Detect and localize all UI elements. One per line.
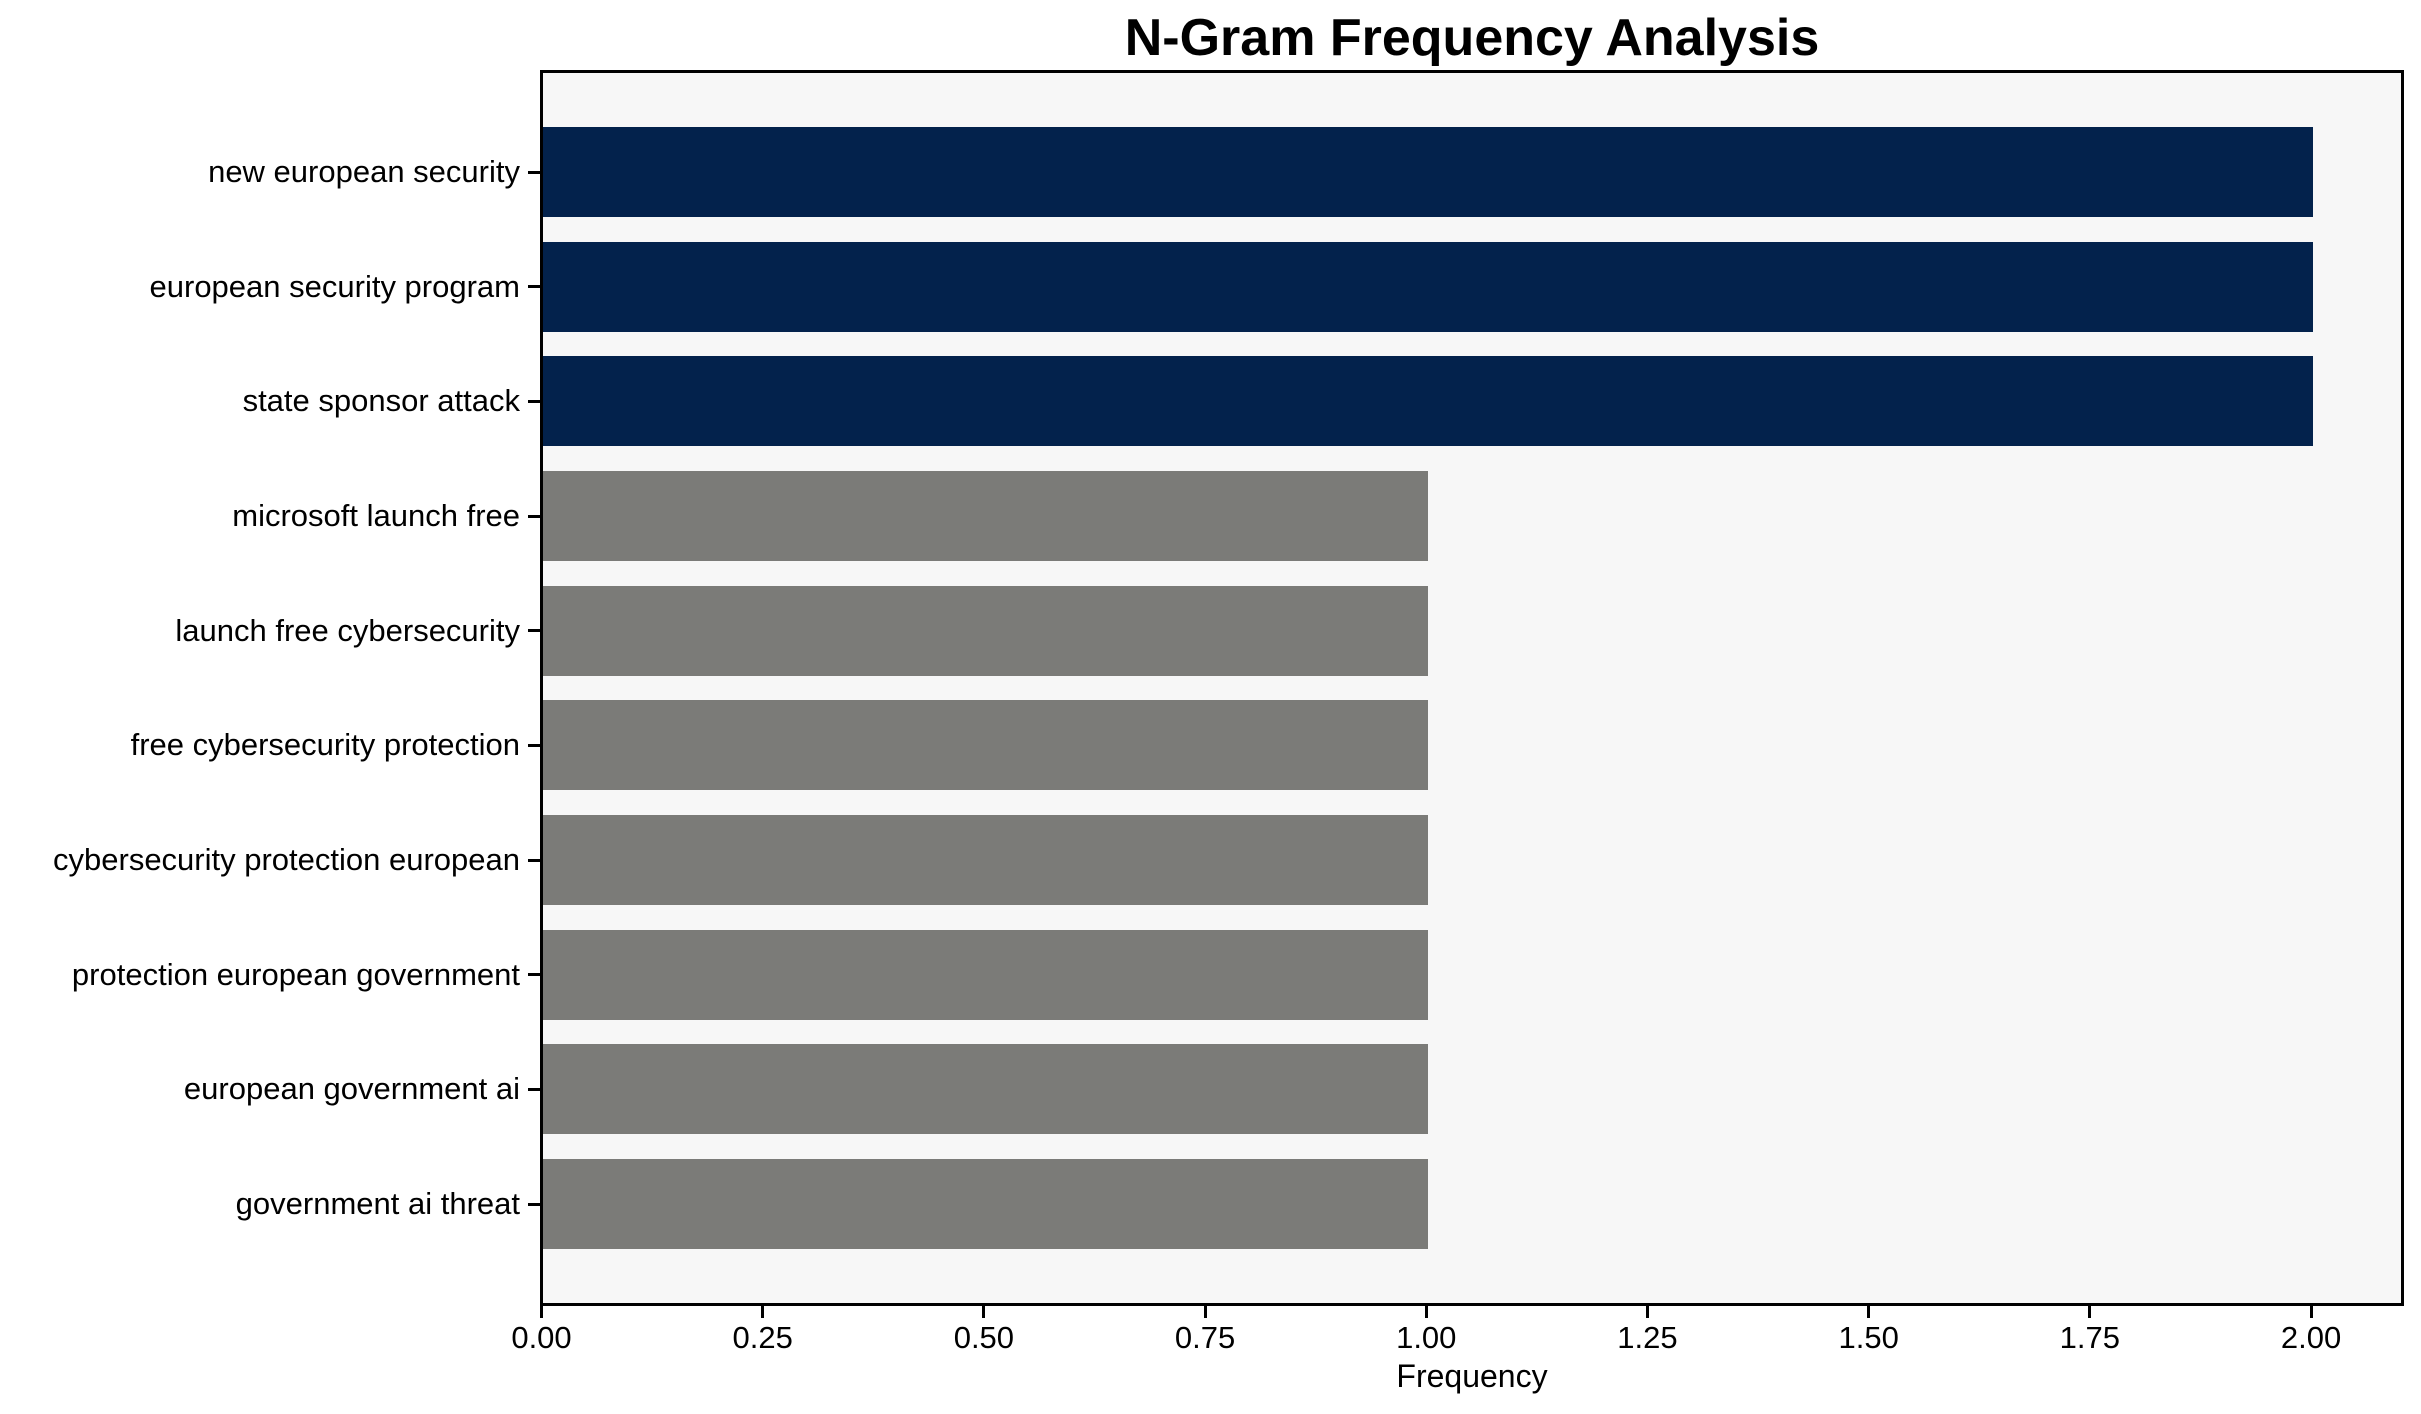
- x-tick-mark: [1203, 1306, 1207, 1318]
- x-tick-mark: [1867, 1306, 1871, 1318]
- y-tick-label: government ai threat: [235, 1186, 520, 1221]
- y-tick-label: new european security: [208, 154, 520, 189]
- bar: [543, 241, 2313, 332]
- y-tick-label: protection european government: [71, 956, 520, 992]
- y-tick-label: microsoft launch free: [232, 498, 520, 533]
- bar: [543, 356, 2313, 447]
- y-tick-mark: [528, 629, 540, 633]
- bar: [543, 127, 2313, 217]
- y-tick-mark: [528, 858, 540, 862]
- y-tick-mark: [528, 514, 540, 518]
- x-tick-mark: [2088, 1306, 2092, 1318]
- bar: [543, 471, 1428, 561]
- x-tick-mark: [1645, 1306, 1649, 1318]
- chart-title: N-Gram Frequency Analysis: [1124, 9, 1820, 67]
- bar: [543, 1159, 1428, 1249]
- y-tick-label: free cybersecurity protection: [130, 727, 520, 763]
- x-axis-label: Frequency: [1396, 1358, 1548, 1394]
- x-tick-label: 0.75: [1174, 1320, 1236, 1355]
- y-tick-label: launch free cybersecurity: [175, 612, 520, 648]
- y-tick-label: state sponsor attack: [242, 383, 520, 419]
- x-tick-label: 0.50: [953, 1320, 1015, 1355]
- y-tick-mark: [528, 170, 540, 174]
- x-tick-label: 1.00: [1396, 1320, 1457, 1355]
- x-tick-label: 2.00: [2280, 1320, 2342, 1355]
- x-tick-label: 0.00: [511, 1320, 572, 1355]
- bar: [543, 929, 1428, 1020]
- x-tick-label: 1.25: [1617, 1320, 1678, 1355]
- bar: [543, 815, 1428, 905]
- y-tick-mark: [528, 743, 540, 747]
- x-tick-label: 1.75: [2059, 1320, 2120, 1355]
- bar: [543, 700, 1428, 791]
- y-tick-mark: [528, 285, 540, 289]
- y-tick-label: european security program: [149, 268, 520, 304]
- bar: [543, 585, 1428, 676]
- x-tick-label: 0.25: [732, 1320, 793, 1355]
- x-tick-mark: [2309, 1306, 2313, 1318]
- y-tick-label: european government ai: [183, 1071, 520, 1107]
- y-tick-mark: [528, 1087, 540, 1091]
- x-tick-mark: [761, 1306, 765, 1318]
- x-tick-mark: [982, 1306, 986, 1318]
- x-tick-mark: [540, 1306, 543, 1318]
- bar: [543, 1044, 1428, 1135]
- x-tick-mark: [1424, 1306, 1428, 1318]
- x-tick-label: 1.50: [1838, 1320, 1899, 1355]
- y-tick-mark: [528, 973, 540, 977]
- y-tick-label: cybersecurity protection european: [53, 842, 520, 877]
- y-tick-mark: [528, 399, 540, 403]
- y-tick-mark: [528, 1202, 540, 1206]
